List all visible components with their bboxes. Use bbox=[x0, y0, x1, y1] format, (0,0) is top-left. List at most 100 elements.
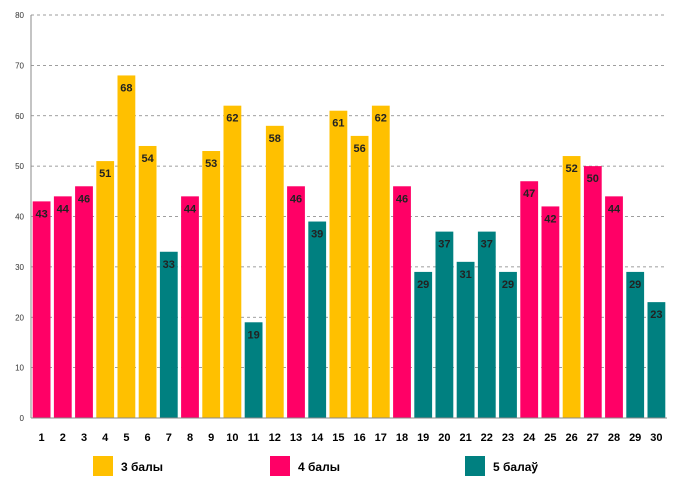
legend-swatch bbox=[93, 456, 113, 476]
bar bbox=[244, 322, 263, 418]
data-label: 33 bbox=[163, 259, 175, 271]
x-tick-label: 2 bbox=[60, 432, 66, 444]
data-label: 56 bbox=[353, 143, 365, 155]
data-label: 37 bbox=[438, 239, 450, 251]
data-label: 54 bbox=[141, 153, 154, 165]
data-label: 29 bbox=[502, 279, 514, 291]
x-tick-label: 5 bbox=[123, 432, 129, 444]
bar bbox=[138, 145, 157, 418]
data-label: 44 bbox=[57, 203, 70, 215]
legend-swatch bbox=[465, 456, 485, 476]
bar bbox=[647, 302, 666, 418]
bar bbox=[393, 186, 411, 418]
x-tick-label: 15 bbox=[332, 432, 344, 444]
data-label: 29 bbox=[417, 279, 429, 291]
data-label: 61 bbox=[332, 118, 344, 130]
y-tick-label: 60 bbox=[15, 112, 24, 121]
x-tick-label: 1 bbox=[39, 432, 45, 444]
bar bbox=[181, 196, 199, 418]
data-label: 42 bbox=[544, 213, 556, 225]
bar bbox=[541, 206, 560, 418]
y-tick-label: 20 bbox=[15, 313, 24, 322]
x-tick-label: 14 bbox=[311, 432, 324, 444]
x-tick-label: 29 bbox=[629, 432, 641, 444]
y-tick-label: 50 bbox=[15, 162, 24, 171]
bar bbox=[265, 125, 284, 418]
legend: 3 балы 4 балы 5 балаў bbox=[93, 456, 538, 476]
bar bbox=[53, 196, 72, 418]
bar bbox=[414, 271, 433, 418]
x-axis: 1 2 3 4 5 6 7 8 9 10 11 12 13 14 15 16 17 18 19 20 21 22 23 24 2… bbox=[31, 417, 667, 444]
y-tick-label: 40 bbox=[15, 213, 24, 222]
y-axis: 0 10 20 30 40 50 60 70 80 bbox=[15, 11, 32, 423]
x-tick-label: 6 bbox=[145, 432, 151, 444]
x-tick-label: 23 bbox=[502, 432, 514, 444]
data-labels: 43 44 46 51 68 54 33 44 53 62 19 58 46 39 61 56 62 46 29 37… bbox=[35, 82, 662, 341]
bar bbox=[562, 156, 581, 419]
data-label: 39 bbox=[311, 229, 323, 241]
data-label: 47 bbox=[523, 188, 535, 200]
data-label: 46 bbox=[78, 193, 90, 205]
bar bbox=[456, 261, 475, 418]
x-tick-label: 4 bbox=[102, 432, 109, 444]
x-tick-label: 27 bbox=[587, 432, 599, 444]
x-tick-label: 11 bbox=[248, 432, 260, 444]
data-label: 46 bbox=[290, 193, 302, 205]
x-tick-label: 8 bbox=[187, 432, 193, 444]
bar bbox=[159, 251, 178, 418]
bar bbox=[435, 231, 454, 418]
data-label: 52 bbox=[565, 163, 577, 175]
x-tick-label: 9 bbox=[208, 432, 214, 444]
legend-swatch bbox=[270, 456, 290, 476]
data-label: 44 bbox=[608, 203, 621, 215]
bar bbox=[350, 135, 369, 418]
x-tick-label: 7 bbox=[166, 432, 172, 444]
x-tick-label: 20 bbox=[438, 432, 450, 444]
legend-label: 3 балы bbox=[121, 460, 163, 474]
bar bbox=[371, 105, 390, 419]
bar bbox=[499, 271, 517, 418]
data-label: 58 bbox=[269, 133, 281, 145]
bar bbox=[32, 201, 51, 418]
data-label: 46 bbox=[396, 193, 408, 205]
x-tick-label: 16 bbox=[353, 432, 365, 444]
y-tick-label: 0 bbox=[20, 414, 25, 423]
legend-label: 4 балы bbox=[298, 460, 340, 474]
y-tick-label: 30 bbox=[15, 263, 24, 272]
bar bbox=[75, 186, 93, 418]
bar bbox=[223, 105, 242, 419]
data-label: 23 bbox=[650, 309, 662, 321]
bar bbox=[477, 231, 496, 418]
bar bbox=[308, 221, 327, 418]
data-label: 62 bbox=[226, 113, 238, 125]
bar bbox=[520, 181, 539, 418]
data-label: 43 bbox=[35, 208, 47, 220]
data-label: 44 bbox=[184, 203, 197, 215]
data-label: 68 bbox=[120, 82, 132, 94]
data-label: 62 bbox=[375, 113, 387, 125]
bar bbox=[96, 161, 115, 418]
y-tick-label: 10 bbox=[15, 364, 24, 373]
x-tick-label: 3 bbox=[81, 432, 87, 444]
bar bbox=[626, 271, 645, 418]
data-label: 29 bbox=[629, 279, 641, 291]
x-tick-label: 12 bbox=[269, 432, 281, 444]
y-tick-label: 80 bbox=[15, 11, 24, 20]
x-tick-label: 30 bbox=[650, 432, 662, 444]
gridlines bbox=[31, 14, 667, 369]
data-label: 37 bbox=[481, 239, 493, 251]
bar bbox=[117, 75, 136, 418]
data-label: 31 bbox=[459, 269, 471, 281]
x-tick-label: 22 bbox=[481, 432, 493, 444]
x-tick-label: 18 bbox=[396, 432, 408, 444]
legend-label: 5 балаў bbox=[493, 460, 538, 474]
x-tick-label: 25 bbox=[544, 432, 556, 444]
y-tick-label: 70 bbox=[15, 61, 24, 70]
x-tick-label: 21 bbox=[459, 432, 471, 444]
bar bbox=[202, 151, 221, 418]
bars bbox=[32, 75, 666, 419]
x-tick-label: 17 bbox=[375, 432, 387, 444]
bar bbox=[287, 186, 305, 418]
x-tick-label: 28 bbox=[608, 432, 620, 444]
